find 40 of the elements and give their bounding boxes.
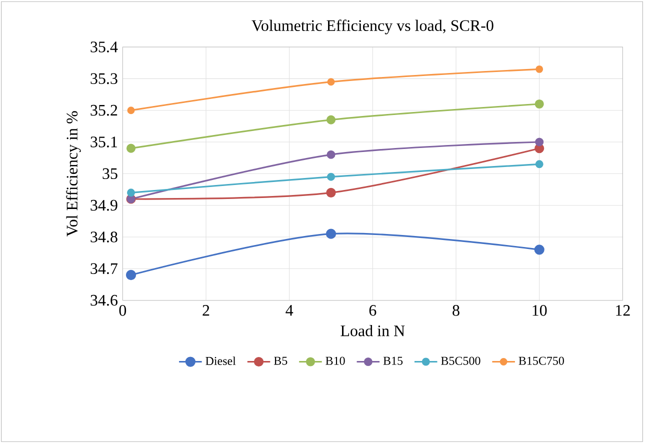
legend-label: Diesel — [206, 356, 236, 366]
point — [534, 244, 544, 255]
x-tick-label: 8 — [452, 305, 460, 316]
point — [535, 160, 544, 168]
x-tick-label: 10 — [532, 305, 547, 316]
point — [126, 270, 136, 280]
y-axis-title: Vol Efficiency in % — [66, 111, 81, 237]
point — [126, 144, 136, 153]
x-axis-title: Load in N — [340, 324, 405, 336]
x-tick-label: 0 — [119, 305, 126, 316]
point — [534, 99, 544, 109]
point — [327, 172, 336, 181]
point — [535, 138, 544, 146]
point — [326, 188, 336, 198]
legend-label: B15 — [383, 356, 403, 365]
point — [127, 188, 135, 197]
point — [127, 106, 135, 114]
x-tick-label: 12 — [616, 305, 630, 316]
point — [536, 65, 544, 73]
x-tick-label: 4 — [286, 305, 294, 316]
y-tick-label: 35.1 — [90, 136, 118, 148]
chart-title: Volumetric Efficiency vs load, SCR-0 — [252, 20, 494, 34]
y-tick-label: 35.2 — [90, 104, 118, 116]
x-tick-label: 6 — [369, 305, 376, 316]
legend-label: B5C500 — [441, 356, 480, 365]
point — [326, 228, 336, 239]
point — [326, 150, 336, 159]
y-tick-label: 34.6 — [90, 294, 118, 306]
x-tick-label: 2 — [202, 305, 210, 316]
legend-label: B10 — [326, 356, 345, 365]
y-tick-label: 35.4 — [90, 42, 118, 52]
y-tick-label: 34.9 — [90, 200, 118, 211]
legend-label: B5 — [274, 356, 288, 365]
y-tick-label: 34.7 — [90, 263, 118, 274]
point — [326, 115, 336, 124]
y-tick-label: 34.8 — [90, 232, 118, 242]
point — [327, 78, 335, 86]
legend-label: B15C750 — [518, 356, 564, 365]
y-tick-label: 35 — [102, 168, 118, 180]
y-tick-label: 35.3 — [90, 73, 118, 84]
